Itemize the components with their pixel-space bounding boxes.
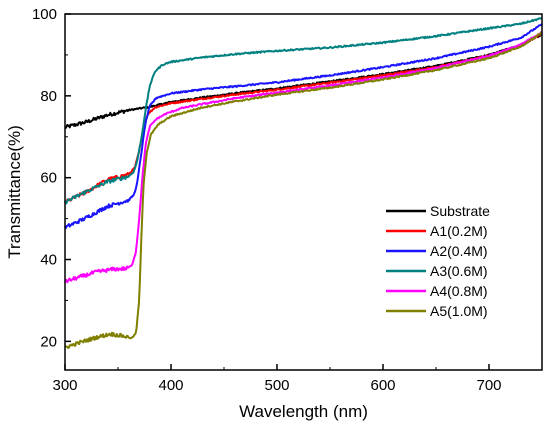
y-tick-label: 80 (40, 88, 57, 105)
legend-label: A1(0.2M) (430, 223, 488, 239)
legend-label: A3(0.6M) (430, 263, 488, 279)
x-axis-label: Wavelength (nm) (239, 402, 368, 421)
plot-frame (64, 13, 543, 371)
y-tick-label: 100 (32, 6, 57, 23)
y-axis-label: Transmittance(%) (5, 125, 24, 259)
series-line-4 (64, 17, 543, 205)
ticks-layer: 300 400 500 600 700 20 40 60 80 100 (32, 6, 502, 394)
legend-label: A5(1.0M) (430, 303, 488, 319)
series-line-3 (64, 23, 543, 230)
y-tick-label: 60 (40, 170, 57, 187)
series-line-1 (64, 33, 543, 129)
series-layer (64, 17, 543, 349)
legend-label: A4(0.8M) (430, 283, 488, 299)
x-tick-label: 700 (476, 377, 501, 394)
legend-label: A2(0.4M) (430, 243, 488, 259)
x-tick-label: 400 (158, 377, 183, 394)
legend-label: Substrate (430, 203, 490, 219)
y-tick-label: 20 (40, 333, 57, 350)
legend: Substrate A1(0.2M) A2(0.4M) A3(0.6M) A4(0.8M… (386, 203, 490, 319)
x-tick-label: 300 (52, 377, 77, 394)
x-tick-label: 600 (370, 377, 395, 394)
series-line-6 (64, 31, 543, 349)
y-tick-label: 40 (40, 252, 57, 269)
series-line-5 (64, 30, 543, 284)
series-line-2 (64, 32, 543, 204)
x-tick-label: 500 (264, 377, 289, 394)
